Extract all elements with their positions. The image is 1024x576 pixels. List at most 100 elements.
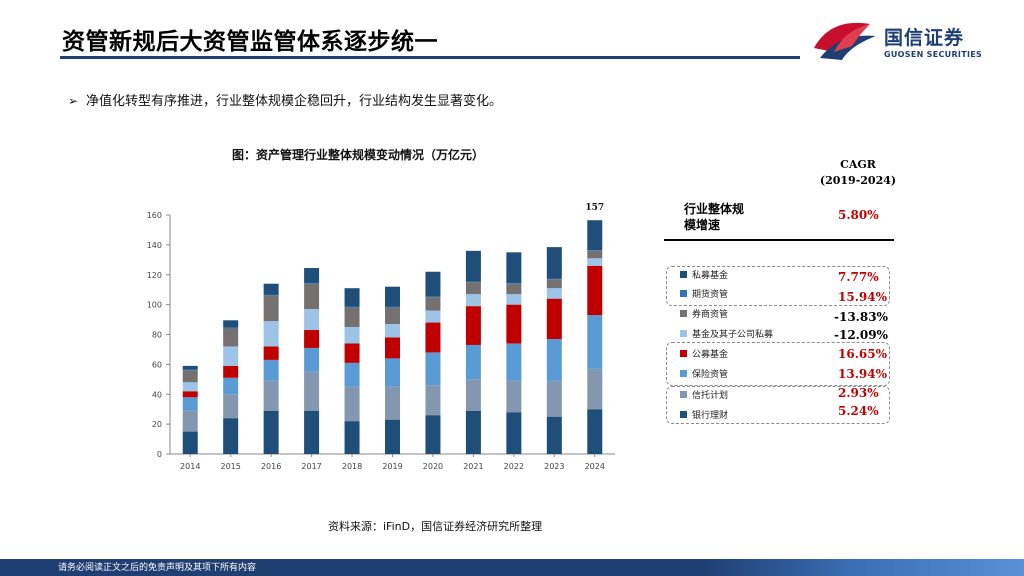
bar-segment bbox=[465, 306, 481, 345]
bar-segment bbox=[587, 220, 603, 251]
y-tick-label: 0 bbox=[157, 450, 162, 459]
x-tick-label: 2022 bbox=[504, 462, 524, 471]
legend-label: 券商资管 bbox=[692, 310, 729, 320]
legend-label: 银行理财 bbox=[692, 411, 729, 421]
bar-segment bbox=[506, 304, 522, 344]
bar-segment bbox=[506, 283, 522, 295]
footer-accent bbox=[704, 559, 1024, 576]
page-title: 资管新规后大资管监管体系逐步统一 bbox=[62, 29, 438, 55]
bar-segment bbox=[344, 307, 360, 328]
legend-label: 期货资管 bbox=[692, 290, 729, 300]
legend-label: 公募基金 bbox=[692, 350, 729, 360]
legend-swatch bbox=[680, 411, 687, 418]
legend-swatch bbox=[680, 271, 687, 278]
legend-cagr-value: 15.94% bbox=[838, 290, 887, 304]
total-annotation: 157 bbox=[585, 203, 604, 213]
legend-swatch bbox=[680, 350, 687, 357]
bar-segment bbox=[587, 250, 603, 259]
bar-segment bbox=[506, 294, 522, 305]
bar-segment bbox=[506, 252, 522, 283]
bullet-point: ➢ 净值化转型有序推进，行业整体规模企稳回升，行业结构发生显著变化。 bbox=[68, 90, 502, 109]
bar-segment bbox=[465, 410, 481, 454]
bar-segment bbox=[223, 394, 239, 419]
industry-growth-value: 5.80% bbox=[838, 208, 879, 222]
legend-cagr-value: 2.93% bbox=[838, 386, 879, 400]
bar-segment bbox=[506, 412, 522, 454]
legend-item: 公募基金 bbox=[680, 348, 728, 362]
bar-segment bbox=[182, 410, 198, 432]
legend-label: 私募基金 bbox=[692, 271, 729, 281]
y-tick-label: 20 bbox=[152, 420, 162, 429]
y-tick-label: 160 bbox=[147, 211, 162, 220]
legend-cagr-value: 13.94% bbox=[838, 367, 887, 381]
bar-segment bbox=[425, 352, 441, 386]
bar-segment bbox=[587, 258, 603, 266]
bar-segment bbox=[304, 268, 320, 283]
bar-segment bbox=[304, 330, 320, 348]
bullet-arrow-icon: ➢ bbox=[68, 94, 79, 108]
x-tick-label: 2017 bbox=[301, 462, 321, 471]
legend-swatch bbox=[680, 310, 687, 317]
bar-segment bbox=[263, 283, 279, 295]
bar-segment bbox=[263, 321, 279, 347]
bar-segment bbox=[425, 296, 441, 298]
legend-cagr-value: 16.65% bbox=[838, 347, 887, 361]
bar-segment bbox=[223, 328, 239, 347]
x-tick-label: 2024 bbox=[585, 462, 605, 471]
source-note: 资料来源：iFinD，国信证券经济研究所整理 bbox=[328, 520, 543, 533]
chart-title: 图：资产管理行业整体规模变动情况（万亿元） bbox=[232, 148, 485, 162]
cagr-header: CAGR (2019-2024) bbox=[810, 157, 906, 189]
bar-segment bbox=[587, 265, 603, 316]
bar-segment bbox=[465, 250, 481, 282]
legend-swatch bbox=[680, 370, 687, 377]
bar-segment bbox=[223, 418, 239, 454]
bar-segment bbox=[182, 369, 198, 371]
bar-segment bbox=[182, 382, 198, 392]
bar-segment bbox=[385, 286, 400, 307]
legend-label: 基金及其子公司私募 bbox=[692, 330, 774, 340]
bar-segment bbox=[263, 410, 279, 454]
legend-item: 信托计划 bbox=[680, 389, 728, 403]
legend-cagr-value: 7.77% bbox=[838, 270, 879, 284]
logo-chinese-name: 国信证券 bbox=[884, 27, 965, 49]
y-tick-label: 80 bbox=[152, 331, 162, 340]
title-underline bbox=[60, 56, 800, 59]
bar-segment bbox=[344, 362, 360, 387]
footer-bar: 请务必阅读正文之后的免责声明及其项下所有内容 bbox=[0, 559, 1024, 576]
legend-cagr-value: 5.24% bbox=[838, 404, 879, 418]
bar-segment bbox=[546, 288, 562, 299]
cagr-divider bbox=[664, 239, 894, 241]
bar-segment bbox=[182, 431, 198, 454]
bullet-text: 净值化转型有序推进，行业整体规模企稳回升，行业结构发生显著变化。 bbox=[86, 94, 503, 109]
y-tick-label: 140 bbox=[147, 241, 162, 250]
bar-segment bbox=[546, 247, 562, 279]
x-tick-label: 2014 bbox=[180, 462, 200, 471]
bar-segment bbox=[465, 344, 481, 380]
bar-segment bbox=[344, 421, 360, 454]
legend-item: 券商资管 bbox=[680, 308, 728, 322]
bar-segment bbox=[223, 377, 239, 395]
bar-segment bbox=[587, 315, 603, 369]
x-tick-label: 2020 bbox=[423, 462, 443, 471]
bar-segment bbox=[546, 278, 562, 280]
bar-segment bbox=[506, 380, 522, 413]
bar-segment bbox=[425, 271, 441, 297]
bar-segment bbox=[304, 282, 320, 284]
stacked-bar-chart: 0 20 40 60 80 100 120 140 160 2014 2015 2016 2017 201… bbox=[147, 203, 615, 471]
legend-group-box-2 bbox=[666, 342, 890, 386]
x-tick-label: 2023 bbox=[544, 462, 564, 471]
bar-segment bbox=[263, 294, 279, 296]
bar-segment bbox=[546, 380, 562, 417]
bar-segment bbox=[304, 347, 320, 372]
bar-segment bbox=[385, 324, 400, 338]
x-tick-label: 2015 bbox=[221, 462, 241, 471]
legend-item: 期货资管 bbox=[680, 288, 728, 302]
bar-segment bbox=[385, 358, 400, 387]
y-tick-label: 100 bbox=[147, 301, 162, 310]
bar-segment bbox=[182, 365, 198, 370]
legend-item: 银行理财 bbox=[680, 409, 728, 423]
bar-segment bbox=[506, 282, 522, 284]
logo-mark-icon bbox=[814, 22, 876, 60]
x-tick-label: 2016 bbox=[261, 462, 281, 471]
bar-segment bbox=[425, 415, 441, 454]
